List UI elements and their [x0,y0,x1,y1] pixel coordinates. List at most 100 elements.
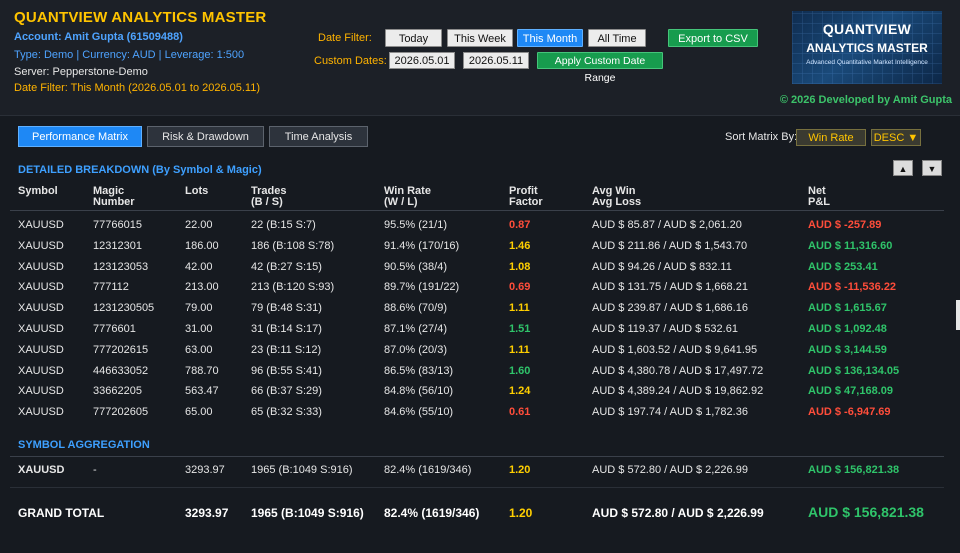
tab-time-analysis[interactable]: Time Analysis [269,126,368,147]
row-winrate: 91.4% (170/16) [384,239,460,252]
tab-risk-drawdown[interactable]: Risk & Drawdown [147,126,264,147]
agg-symbol: XAUUSD [18,464,65,476]
aggregation-divider [10,456,944,457]
sort-order-button[interactable]: DESC ▼ [871,129,921,146]
row-trades: 23 (B:11 S:12) [251,343,322,356]
row-magic: 7776601 [93,323,136,335]
row-symbol: XAUUSD [18,260,64,273]
grand-total-divider [10,487,944,488]
row-symbol: XAUUSD [18,239,64,252]
header-avg-win-loss: Avg Win Avg Loss [592,185,642,208]
tab-performance-matrix[interactable]: Performance Matrix [18,126,142,147]
row-lots: 79.00 [185,302,213,315]
row-pnl: AUD $ 136,134.05 [808,364,900,377]
today-button[interactable]: Today [385,29,442,47]
row-pf: 1.11 [509,343,530,356]
app-title: QUANTVIEW ANALYTICS MASTER [14,9,267,26]
row-magic: 33662205 [93,385,142,398]
row-pnl: AUD $ -11,536.22 [808,281,897,294]
row-winrate: 86.5% (83/13) [384,364,454,377]
sort-field-button[interactable]: Win Rate [796,129,866,146]
row-avg: AUD $ 239.87 / AUD $ 1,686.16 [592,302,748,315]
row-magic: 446633052 [93,364,149,377]
row-magic: 777202605 [93,406,149,419]
row-winrate: 90.5% (38/4) [384,260,447,273]
server-info: Server: Pepperstone-Demo [14,66,148,78]
row-winrate: 88.6% (70/9) [384,302,447,315]
scroll-down-button[interactable]: ▼ [922,160,942,176]
row-pnl: AUD $ -6,947.69 [808,406,891,419]
row-pf: 1.60 [509,364,531,377]
agg-win-rate: 82.4% (1619/346) [384,464,472,476]
row-symbol: XAUUSD [18,302,64,315]
sort-label: Sort Matrix By: [725,131,798,143]
row-pf: 1.51 [509,323,531,335]
row-lots: 563.47 [185,385,219,398]
agg-magic: - [93,464,97,476]
grand-total-profit-factor: 1.20 [509,506,533,520]
this-month-button[interactable]: This Month [517,29,583,47]
agg-avg-win-loss: AUD $ 572.80 / AUD $ 2,226.99 [592,464,748,476]
row-winrate: 95.5% (21/1) [384,219,447,231]
row-lots: 31.00 [185,323,213,335]
row-winrate: 87.1% (27/4) [384,323,447,335]
row-lots: 65.00 [185,406,213,419]
row-winrate: 89.7% (191/22) [384,281,460,294]
custom-dates-label: Custom Dates: [314,55,387,67]
row-lots: 42.00 [185,260,213,273]
row-pf: 0.87 [509,219,531,231]
row-pnl: AUD $ 47,168.09 [808,385,893,398]
row-avg: AUD $ 4,389.24 / AUD $ 19,862.92 [592,385,764,398]
account-meta: Type: Demo | Currency: AUD | Leverage: 1… [14,49,245,61]
row-pnl: AUD $ -257.89 [808,219,882,231]
row-pf: 1.11 [509,302,530,315]
header-magic: Magic Number [93,185,135,208]
apply-custom-range-button[interactable]: Apply Custom Date Range [537,52,663,84]
custom-date-from-input[interactable]: 2026.05.01 [389,52,455,69]
row-pnl: AUD $ 3,144.59 [808,343,887,356]
grand-total-net-pnl: AUD $ 156,821.38 [808,504,924,520]
scroll-up-button[interactable]: ▲ [893,160,913,176]
row-trades: 22 (B:15 S:7) [251,219,316,231]
header-profit-factor: Profit Factor [509,185,543,208]
header-panel: QUANTVIEW ANALYTICS MASTER Account: Amit… [0,0,960,116]
row-winrate: 87.0% (20/3) [384,343,447,356]
all-time-button[interactable]: All Time [588,29,646,47]
row-winrate: 84.8% (56/10) [384,385,454,398]
row-lots: 186.00 [185,239,219,252]
header-symbol: Symbol [18,185,58,197]
row-symbol: XAUUSD [18,219,64,231]
row-symbol: XAUUSD [18,343,64,356]
row-symbol: XAUUSD [18,281,64,294]
row-pnl: AUD $ 253.41 [808,260,878,273]
breakdown-title: DETAILED BREAKDOWN (By Symbol & Magic) [18,164,262,176]
export-csv-button[interactable]: Export to CSV [668,29,758,47]
account-info: Account: Amit Gupta (61509488) [14,31,183,43]
row-avg: AUD $ 4,380.78 / AUD $ 17,497.72 [592,364,764,377]
row-magic: 12312301 [93,239,142,252]
agg-lots: 3293.97 [185,464,225,476]
row-trades: 79 (B:48 S:31) [251,302,322,315]
custom-date-to-input[interactable]: 2026.05.11 [463,52,529,69]
row-avg: AUD $ 85.87 / AUD $ 2,061.20 [592,219,742,231]
row-trades: 66 (B:37 S:29) [251,385,322,398]
header-lots: Lots [185,185,209,197]
row-symbol: XAUUSD [18,385,64,398]
row-magic: 777202615 [93,343,149,356]
row-lots: 788.70 [185,364,219,377]
this-week-button[interactable]: This Week [447,29,513,47]
row-magic: 777112 [93,281,129,294]
row-trades: 31 (B:14 S:17) [251,323,322,335]
row-trades: 186 (B:108 S:78) [251,239,335,252]
row-avg: AUD $ 94.26 / AUD $ 832.11 [592,260,732,273]
header-divider [10,210,944,211]
developer-credit: © 2026 Developed by Amit Gupta [779,94,952,106]
date-filter-status: Date Filter: This Month (2026.05.01 to 2… [14,82,261,94]
row-avg: AUD $ 131.75 / AUD $ 1,668.21 [592,281,748,294]
row-trades: 42 (B:27 S:15) [251,260,322,273]
grand-total-avg-win-loss: AUD $ 572.80 / AUD $ 2,226.99 [592,506,764,520]
row-symbol: XAUUSD [18,323,64,335]
scrollbar-thumb[interactable] [956,300,960,330]
row-magic: 1231230505 [93,302,155,315]
logo-grid-pattern [792,11,942,84]
